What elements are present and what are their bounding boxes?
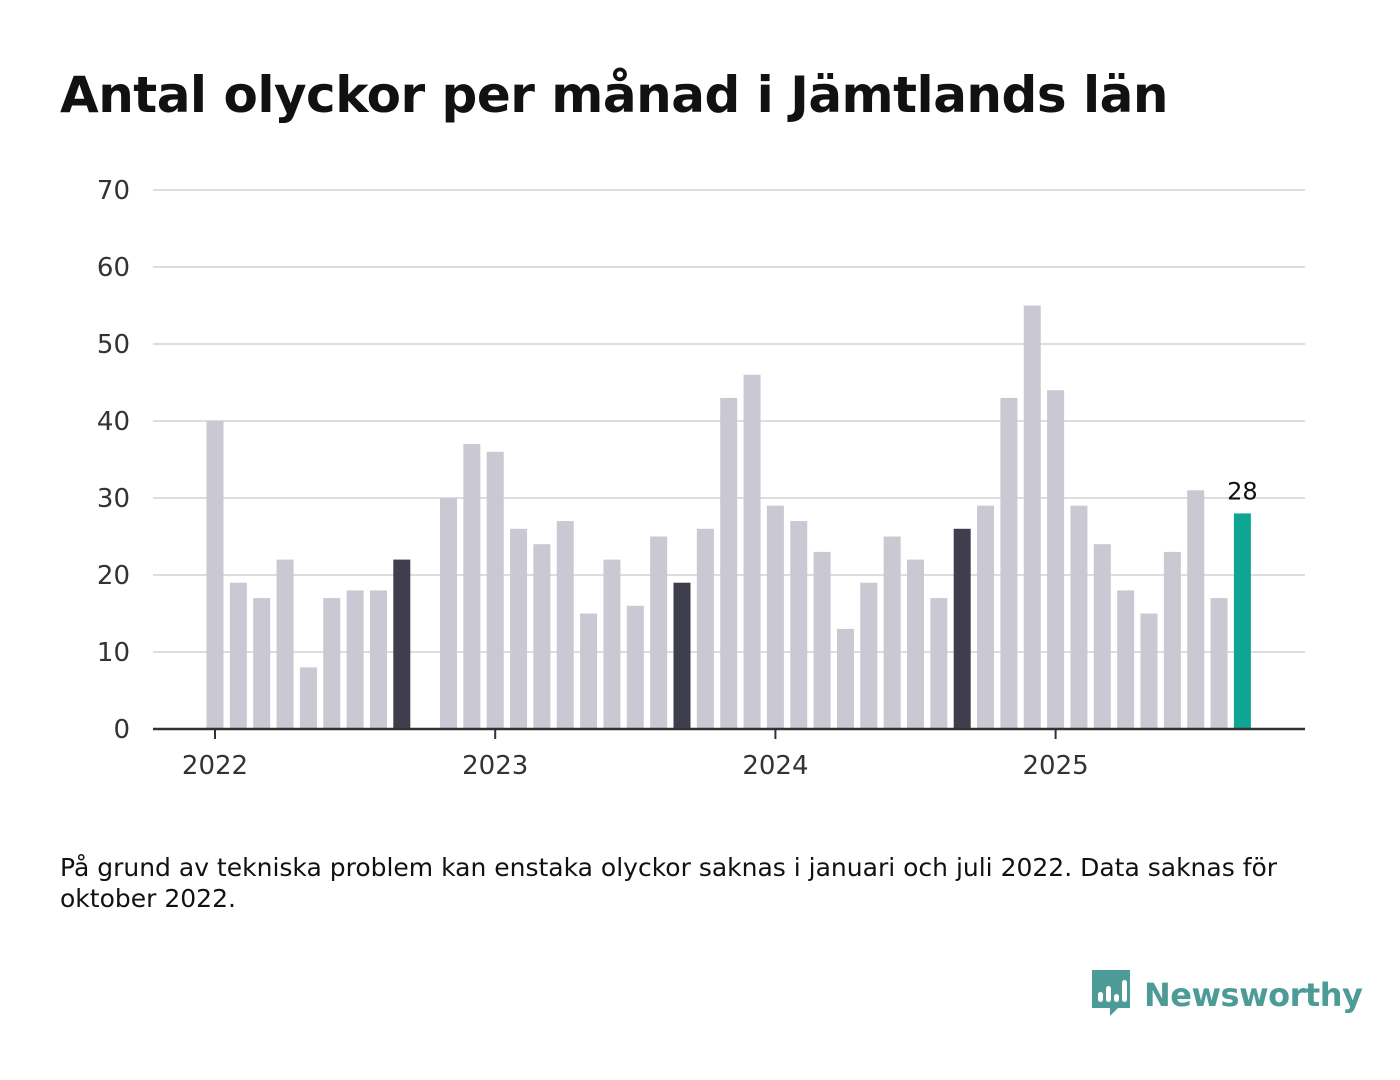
bar-2023-07 — [626, 605, 644, 729]
chart-title: Antal olyckor per månad i Jämtlands län — [60, 66, 1168, 124]
data-labels: 28 — [1227, 477, 1258, 505]
bar-2025-01 — [1047, 390, 1065, 729]
bar-2024-12 — [1023, 305, 1041, 729]
bar-2024-04 — [836, 628, 854, 729]
bar-2023-06 — [603, 559, 621, 729]
bar-2022-05 — [299, 667, 317, 729]
bar-2022-11 — [440, 498, 457, 729]
bars — [206, 305, 1251, 729]
footnote: På grund av tekniska problem kan enstaka… — [60, 853, 1278, 913]
newsworthy-logo-icon — [1090, 968, 1134, 1022]
bar-2024-02 — [790, 521, 808, 729]
bar-2022-04 — [276, 559, 294, 729]
bar-2022-09 — [393, 559, 411, 729]
bar-2024-10 — [977, 505, 995, 729]
y-tick-label: 40 — [97, 407, 130, 437]
bar-2022-03 — [253, 598, 271, 729]
bar-2024-09 — [953, 528, 971, 729]
bar-2023-10 — [696, 528, 714, 729]
bar-2023-08 — [650, 536, 668, 729]
x-tick-label: 2023 — [462, 751, 528, 781]
x-tick-label: 2025 — [1023, 751, 1089, 781]
bar-2022-08 — [369, 590, 387, 729]
brand-logo[interactable]: Newsworthy — [1090, 968, 1363, 1022]
bar-2025-08 — [1210, 598, 1228, 729]
y-axis-ticks: 0 10 20 30 40 50 60 70 — [97, 176, 130, 745]
bar-2024-06 — [883, 536, 901, 729]
bar-2023-02 — [510, 528, 528, 729]
bar-2025-06 — [1163, 551, 1181, 729]
bar-2025-07 — [1187, 490, 1205, 729]
bar-2024-03 — [813, 551, 831, 729]
bar-2024-07 — [907, 559, 924, 729]
y-tick-label: 50 — [97, 330, 130, 360]
brand-name: Newsworthy — [1144, 976, 1363, 1014]
bar-2023-09 — [673, 582, 691, 729]
bar-chart: 0 10 20 30 40 50 60 70 2022 2023 2024 2025 28 — [97, 176, 1305, 781]
y-tick-label: 70 — [97, 176, 130, 206]
bar-2025-09 — [1233, 513, 1251, 729]
y-tick-label: 10 — [97, 638, 130, 668]
x-axis-ticks: 2022 2023 2024 2025 — [182, 729, 1089, 781]
data-label-latest: 28 — [1227, 477, 1258, 505]
bar-2025-02 — [1070, 505, 1088, 729]
y-tick-label: 30 — [97, 484, 130, 514]
bar-2023-01 — [486, 451, 504, 729]
bar-2023-11 — [720, 397, 738, 729]
bar-2022-02 — [229, 582, 247, 729]
bar-2023-12 — [743, 374, 761, 729]
bar-2025-04 — [1117, 590, 1135, 729]
x-tick-label: 2022 — [182, 751, 248, 781]
bar-2023-03 — [533, 544, 551, 729]
bar-2024-05 — [860, 582, 878, 729]
bar-2022-01 — [206, 421, 224, 729]
bar-2023-04 — [556, 521, 574, 729]
bar-2022-12 — [463, 444, 481, 729]
bar-2025-03 — [1093, 544, 1111, 729]
y-tick-label: 20 — [97, 561, 130, 591]
bar-2022-07 — [346, 590, 364, 729]
x-tick-label: 2024 — [742, 751, 808, 781]
bar-2024-01 — [766, 505, 784, 729]
y-tick-label: 0 — [113, 715, 130, 745]
bar-2022-06 — [323, 598, 341, 729]
bar-2025-05 — [1140, 613, 1158, 729]
y-tick-label: 60 — [97, 253, 130, 283]
bar-2023-05 — [580, 613, 598, 729]
bar-2024-11 — [1000, 397, 1018, 729]
bar-2024-08 — [930, 598, 948, 729]
